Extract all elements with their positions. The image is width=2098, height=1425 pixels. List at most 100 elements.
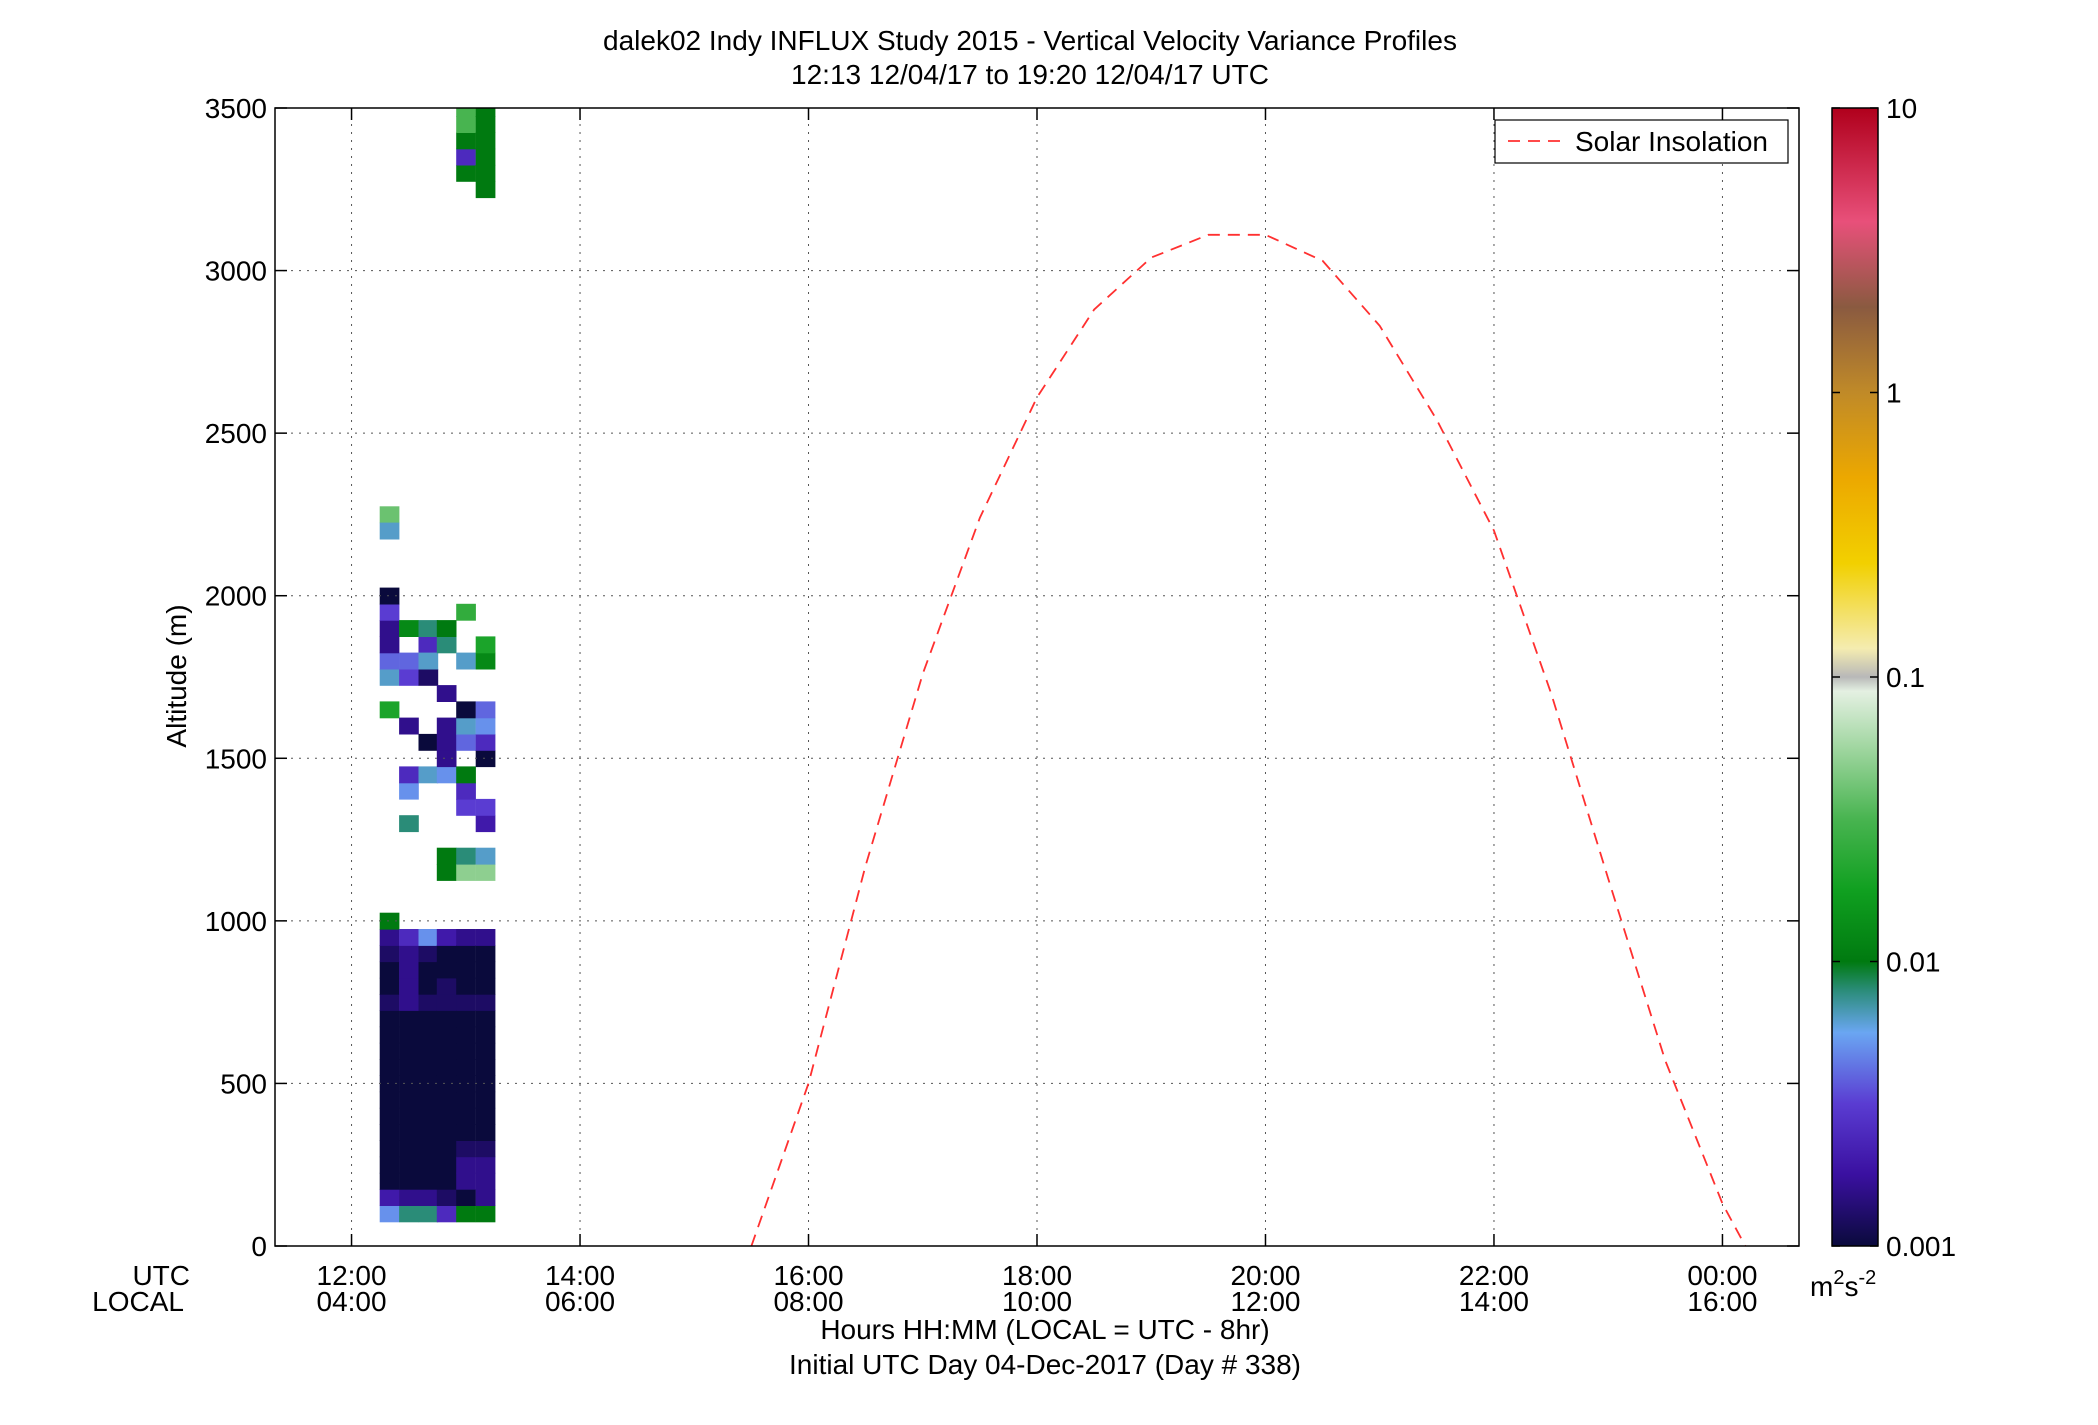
heatmap-cell: [456, 977, 476, 995]
heatmap-cell: [379, 1156, 400, 1174]
heatmap-cell: [475, 1156, 496, 1174]
heatmap-cell: [379, 636, 400, 654]
x-tick-label-utc: 12:00: [317, 1260, 387, 1291]
y-tick-label: 1000: [205, 906, 267, 937]
y-tick-label: 1500: [205, 743, 267, 774]
heatmap-cell: [399, 1140, 419, 1158]
colorbar-tick-label: 0.1: [1886, 662, 1925, 693]
heatmap-cell: [436, 929, 457, 946]
heatmap-cell: [379, 1042, 400, 1060]
heatmap-cell: [436, 1156, 457, 1174]
heatmap-cell: [456, 108, 476, 117]
heatmap-cell: [456, 1107, 476, 1125]
heatmap-cell: [379, 1189, 400, 1206]
heatmap-cell: [456, 733, 476, 751]
heatmap-cell: [418, 733, 439, 751]
heatmap-cell: [418, 1059, 439, 1076]
heatmap-cell: [436, 1124, 457, 1141]
heatmap-cell: [475, 108, 496, 117]
heatmap-cell: [379, 1075, 400, 1093]
heatmap-cell: [456, 864, 476, 881]
x-tick-label-local: 06:00: [545, 1286, 615, 1317]
heatmap-cell: [379, 1091, 400, 1109]
heatmap-cell: [418, 620, 439, 637]
x-tick-label-utc: 00:00: [1687, 1260, 1757, 1291]
heatmap-cell: [475, 717, 496, 735]
heatmap-cell: [399, 1205, 419, 1223]
heatmap-cell: [379, 912, 400, 930]
heatmap-cell: [436, 994, 457, 1011]
heatmap-cell: [379, 587, 400, 605]
heatmap-cell: [399, 1091, 419, 1109]
colorbar-tick-label: 0.01: [1886, 947, 1941, 978]
colorbar: 0.001 0.01 0.1 1 10 m2s-2: [1810, 93, 1956, 1302]
heatmap-cell: [456, 945, 476, 963]
y-tick-label: 3000: [205, 256, 267, 287]
heatmap-cell: [418, 1042, 439, 1060]
heatmap-cell: [475, 1189, 496, 1206]
local-row-label: LOCAL: [92, 1286, 184, 1317]
heatmap-cell: [436, 1042, 457, 1060]
heatmap-cell: [379, 603, 400, 621]
heatmap-cell: [456, 798, 476, 816]
heatmap-cell: [436, 750, 457, 768]
legend-box: [1494, 119, 1789, 164]
heatmap-cell: [379, 945, 400, 963]
heatmap-cell: [436, 945, 457, 963]
heatmap-cell: [399, 977, 419, 995]
legend-label-solar: Solar Insolation: [1575, 126, 1768, 157]
heatmap-cell: [456, 1156, 476, 1174]
heatmap-cell: [379, 701, 400, 719]
heatmap-cell: [418, 1010, 439, 1028]
heatmap-cell: [436, 1026, 457, 1044]
heatmap-cell: [475, 148, 496, 166]
heatmap-cell: [379, 1124, 400, 1141]
x-tick-label-utc: 14:00: [545, 1260, 615, 1291]
heatmap-cell: [418, 1156, 439, 1174]
heatmap-cell: [399, 1156, 419, 1174]
heatmap-cell: [475, 994, 496, 1011]
heatmap-cell: [436, 1205, 457, 1223]
heatmap-cell: [475, 961, 496, 979]
heatmap-cell: [399, 1124, 419, 1141]
heatmap-cell: [456, 717, 476, 735]
heatmap-cell: [456, 1010, 476, 1028]
heatmap-cell: [475, 1107, 496, 1125]
heatmap-cell: [456, 1205, 476, 1223]
heatmap-cell: [436, 1059, 457, 1076]
heatmap-cell: [436, 961, 457, 979]
heatmap-cell: [456, 1189, 476, 1206]
heatmap-cell: [475, 1059, 496, 1076]
heatmap-cell: [456, 782, 476, 800]
solar-insolation-line: [750, 233, 1747, 1246]
heatmap-cell: [456, 603, 476, 621]
heatmap-cell: [399, 1059, 419, 1076]
x-axis: 12:0004:0014:0006:0016:0008:0018:0010:00…: [317, 108, 1757, 1317]
x-axis-label: Hours HH:MM (LOCAL = UTC - 8hr): [820, 1314, 1269, 1345]
heatmap-cell: [399, 1010, 419, 1028]
heatmap-cell: [399, 620, 419, 637]
y-axis: 0 500 1000 1500 2000 2500 3000 3500: [205, 93, 1799, 1262]
x-tick-label-local: 10:00: [1002, 1286, 1072, 1317]
x-tick-label-utc: 22:00: [1459, 1260, 1529, 1291]
heatmap-cell: [475, 1026, 496, 1044]
y-axis-label: Altitude (m): [161, 604, 192, 747]
heatmap-cell: [399, 1172, 419, 1190]
heatmap-cell: [456, 652, 476, 670]
heatmap-cell: [475, 652, 496, 670]
heatmap-cell: [456, 1059, 476, 1076]
heatmap-cell: [399, 1026, 419, 1044]
heatmap-cell: [418, 652, 439, 670]
x-tick-label-local: 08:00: [773, 1286, 843, 1317]
heatmap-cell: [399, 1189, 419, 1206]
heatmap-cell: [418, 1091, 439, 1109]
heatmap-cell: [456, 1124, 476, 1141]
heatmap-cell: [456, 1042, 476, 1060]
heatmap-cell: [418, 766, 439, 784]
heatmap-cell: [399, 994, 419, 1011]
heatmap-cell: [379, 522, 400, 540]
heatmap-cell: [379, 1205, 400, 1223]
heatmap-cell: [418, 994, 439, 1011]
heatmap-cell: [399, 668, 419, 686]
